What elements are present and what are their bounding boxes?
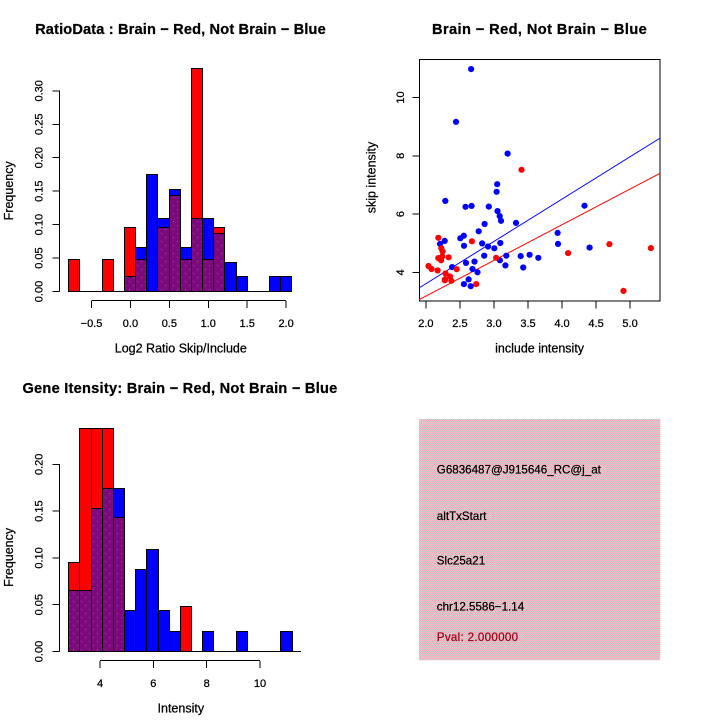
svg-text:0.15: 0.15 xyxy=(34,180,46,201)
svg-text:10: 10 xyxy=(254,678,266,690)
svg-text:0.5: 0.5 xyxy=(162,318,177,330)
svg-text:2.0: 2.0 xyxy=(418,318,433,330)
svg-text:3.0: 3.0 xyxy=(486,318,501,330)
svg-text:0.0: 0.0 xyxy=(123,318,138,330)
svg-text:−0.5: −0.5 xyxy=(81,318,103,330)
svg-text:0.15: 0.15 xyxy=(34,500,46,521)
svg-text:skip intensity: skip intensity xyxy=(364,141,378,213)
svg-text:10: 10 xyxy=(395,91,407,103)
svg-text:4: 4 xyxy=(395,269,407,275)
svg-text:4.5: 4.5 xyxy=(588,318,603,330)
svg-text:0.10: 0.10 xyxy=(34,214,46,235)
svg-text:0.30: 0.30 xyxy=(34,80,46,101)
svg-text:Slc25a21: Slc25a21 xyxy=(437,555,485,568)
svg-text:Brain − Red, Not Brain − Blue: Brain − Red, Not Brain − Blue xyxy=(432,22,647,38)
svg-text:3.5: 3.5 xyxy=(520,318,535,330)
svg-text:G6836487@J915646_RC@j_at: G6836487@J915646_RC@j_at xyxy=(437,463,602,476)
svg-text:8: 8 xyxy=(395,153,407,159)
svg-text:5.0: 5.0 xyxy=(622,318,637,330)
svg-text:Frequency: Frequency xyxy=(2,161,16,221)
svg-text:0.10: 0.10 xyxy=(34,547,46,568)
svg-text:0.05: 0.05 xyxy=(34,247,46,268)
svg-text:0.05: 0.05 xyxy=(34,594,46,615)
svg-text:4: 4 xyxy=(97,678,103,690)
svg-text:0.20: 0.20 xyxy=(34,454,46,475)
svg-text:Log2 Ratio Skip/Include: Log2 Ratio Skip/Include xyxy=(115,342,247,356)
svg-text:1.0: 1.0 xyxy=(201,318,216,330)
svg-text:0.20: 0.20 xyxy=(34,147,46,168)
svg-text:0.00: 0.00 xyxy=(34,281,46,302)
svg-text:chr12.5586−1.14: chr12.5586−1.14 xyxy=(437,601,525,614)
svg-text:8: 8 xyxy=(204,678,210,690)
svg-text:Frequency: Frequency xyxy=(2,527,16,587)
svg-text:Pval: 2.000000: Pval: 2.000000 xyxy=(437,631,519,644)
svg-text:4.0: 4.0 xyxy=(554,318,569,330)
svg-text:0.00: 0.00 xyxy=(34,641,46,662)
svg-text:2.0: 2.0 xyxy=(278,318,293,330)
svg-text:0.25: 0.25 xyxy=(34,114,46,135)
svg-text:2.5: 2.5 xyxy=(452,318,467,330)
svg-text:RatioData : Brain − Red, Not B: RatioData : Brain − Red, Not Brain − Blu… xyxy=(35,22,326,38)
svg-text:Intensity: Intensity xyxy=(158,702,205,716)
svg-text:altTxStart: altTxStart xyxy=(437,510,487,523)
svg-text:Gene Itensity: Brain − Red, No: Gene Itensity: Brain − Red, Not Brain − … xyxy=(22,381,337,397)
svg-text:6: 6 xyxy=(395,211,407,217)
svg-text:include intensity: include intensity xyxy=(495,342,585,356)
svg-text:1.5: 1.5 xyxy=(240,318,255,330)
svg-text:6: 6 xyxy=(150,678,156,690)
